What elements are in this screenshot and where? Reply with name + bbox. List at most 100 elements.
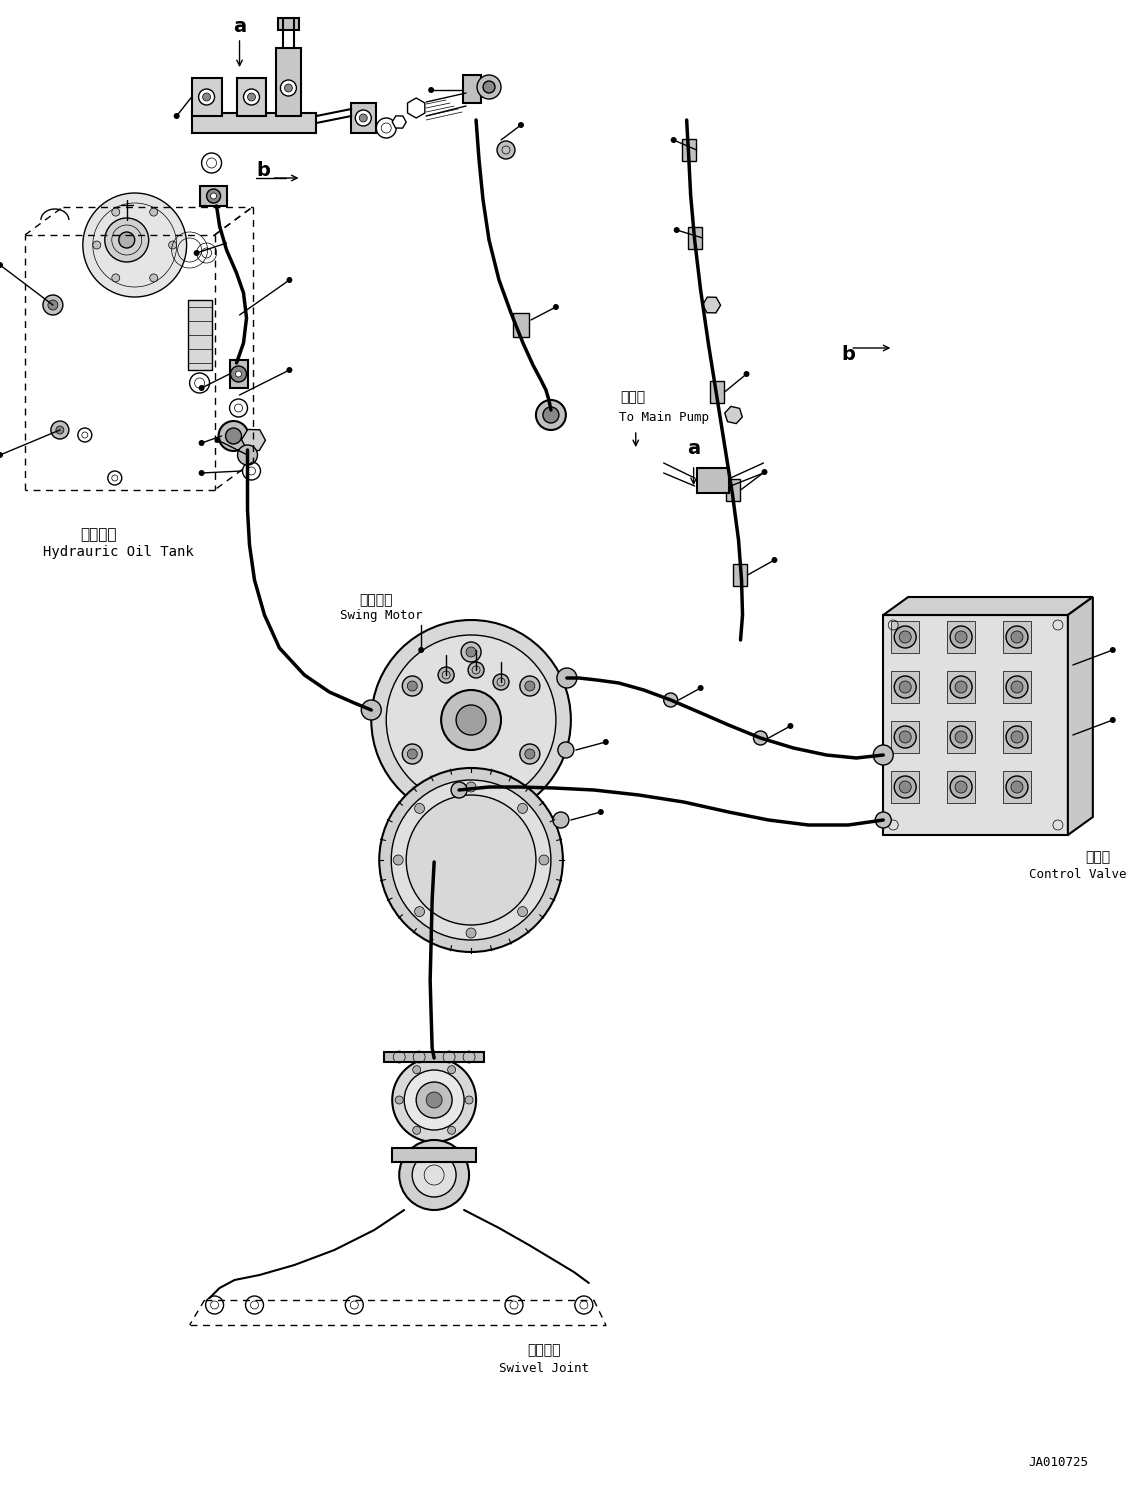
Circle shape: [520, 745, 540, 764]
Polygon shape: [463, 75, 481, 103]
Circle shape: [372, 621, 571, 821]
Circle shape: [466, 928, 477, 938]
Text: a: a: [687, 439, 700, 458]
Polygon shape: [891, 721, 919, 753]
Circle shape: [198, 440, 204, 446]
Circle shape: [950, 676, 972, 698]
Circle shape: [416, 1082, 453, 1118]
Circle shape: [518, 907, 528, 916]
Circle shape: [438, 667, 454, 683]
Text: a: a: [233, 16, 246, 36]
Circle shape: [743, 372, 749, 377]
Circle shape: [894, 627, 917, 648]
Text: 回转马达: 回转马达: [359, 592, 393, 607]
Circle shape: [415, 907, 424, 916]
Circle shape: [286, 367, 293, 373]
Circle shape: [393, 855, 404, 865]
Circle shape: [226, 428, 242, 445]
Circle shape: [520, 676, 540, 695]
Circle shape: [899, 780, 911, 794]
Circle shape: [950, 727, 972, 747]
Polygon shape: [891, 671, 919, 703]
Text: To Main Pump: To Main Pump: [619, 410, 709, 424]
Circle shape: [448, 1126, 456, 1134]
Circle shape: [386, 636, 556, 806]
Circle shape: [105, 218, 148, 263]
Circle shape: [899, 631, 911, 643]
Circle shape: [441, 689, 500, 750]
Circle shape: [469, 662, 484, 677]
Circle shape: [894, 776, 917, 798]
Circle shape: [198, 470, 204, 476]
Circle shape: [873, 745, 894, 765]
Circle shape: [762, 468, 767, 474]
Circle shape: [402, 676, 422, 695]
Circle shape: [497, 142, 515, 160]
Circle shape: [399, 1140, 469, 1210]
Polygon shape: [1003, 621, 1031, 653]
Polygon shape: [1068, 597, 1093, 836]
Circle shape: [456, 706, 486, 736]
Polygon shape: [687, 227, 701, 249]
Circle shape: [173, 113, 180, 119]
Circle shape: [674, 227, 679, 233]
Polygon shape: [188, 300, 212, 370]
Polygon shape: [392, 1147, 477, 1162]
Polygon shape: [1003, 671, 1031, 703]
Text: b: b: [841, 346, 855, 364]
Circle shape: [0, 452, 3, 458]
Text: 回转接头: 回转接头: [527, 1343, 561, 1358]
Circle shape: [112, 207, 120, 216]
Circle shape: [557, 668, 577, 688]
Circle shape: [426, 1092, 442, 1109]
Circle shape: [466, 648, 477, 656]
Polygon shape: [947, 621, 975, 653]
Circle shape: [83, 192, 187, 297]
Circle shape: [1005, 676, 1028, 698]
Circle shape: [1110, 718, 1116, 724]
Circle shape: [1005, 627, 1028, 648]
Circle shape: [461, 777, 481, 798]
Circle shape: [461, 642, 481, 662]
Circle shape: [670, 137, 677, 143]
Polygon shape: [278, 18, 300, 30]
Polygon shape: [192, 78, 221, 116]
Circle shape: [1011, 780, 1023, 794]
Circle shape: [894, 676, 917, 698]
Circle shape: [603, 739, 609, 745]
Circle shape: [230, 366, 246, 382]
Circle shape: [119, 231, 135, 248]
Circle shape: [406, 795, 536, 925]
Polygon shape: [947, 771, 975, 803]
Polygon shape: [697, 468, 728, 492]
Circle shape: [772, 557, 777, 562]
Circle shape: [280, 81, 296, 95]
Circle shape: [1011, 731, 1023, 743]
Polygon shape: [1003, 771, 1031, 803]
Circle shape: [413, 1065, 421, 1074]
Circle shape: [899, 680, 911, 692]
Polygon shape: [277, 48, 301, 116]
Circle shape: [56, 427, 64, 434]
Text: Swing Motor: Swing Motor: [340, 609, 423, 622]
Text: 液压油筱: 液压油筱: [80, 528, 116, 543]
Circle shape: [955, 731, 967, 743]
Text: b: b: [256, 161, 270, 181]
Circle shape: [112, 275, 120, 282]
Text: JA010725: JA010725: [1028, 1456, 1088, 1468]
Circle shape: [876, 812, 891, 828]
Circle shape: [553, 304, 559, 310]
Circle shape: [524, 680, 535, 691]
Circle shape: [451, 782, 467, 798]
Circle shape: [92, 242, 100, 249]
Circle shape: [244, 90, 260, 104]
Circle shape: [380, 768, 563, 952]
Polygon shape: [200, 186, 227, 206]
Circle shape: [597, 809, 604, 815]
Circle shape: [492, 674, 508, 689]
Text: 控制阀: 控制阀: [1085, 850, 1110, 864]
Circle shape: [391, 780, 551, 940]
Circle shape: [407, 749, 417, 759]
Circle shape: [286, 278, 293, 283]
Circle shape: [214, 437, 220, 443]
